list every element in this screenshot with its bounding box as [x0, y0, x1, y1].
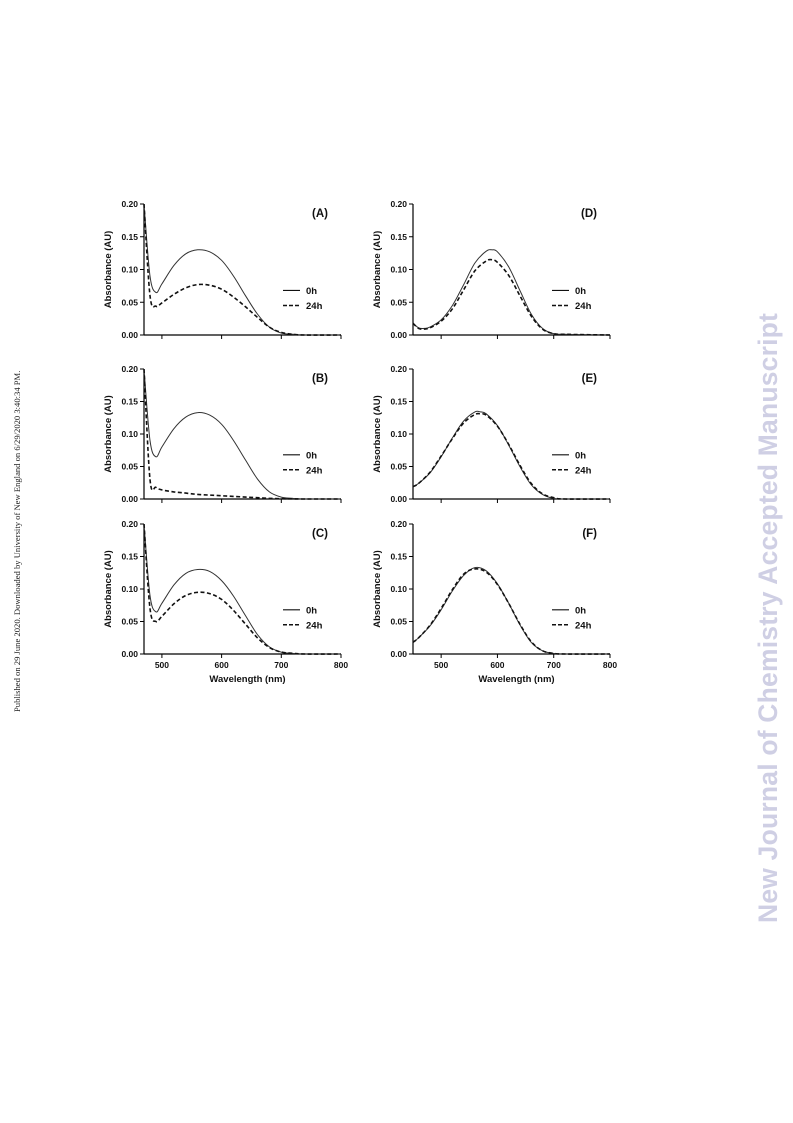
y-tick-label: 0.15 — [121, 232, 138, 242]
y-tick-label: 0.00 — [121, 494, 138, 504]
panel-label: (D) — [581, 208, 597, 220]
x-axis-label: Wavelength (nm) — [209, 674, 285, 685]
x-tick-label: 500 — [434, 660, 448, 670]
x-tick-label: 700 — [547, 660, 561, 670]
chart-panel-c: 0.00 0.05 0.10 0.15 0.20 500 600 700 800 Absorban… — [103, 519, 348, 685]
side-note-text: Published on 29 June 2020. Downloaded by… — [12, 370, 22, 712]
panel-label: (F) — [582, 528, 597, 540]
y-tick-label: 0.20 — [121, 364, 138, 374]
panel-label: (C) — [312, 528, 328, 540]
series-line-0h — [143, 523, 342, 655]
legend-label: 0h — [306, 605, 317, 616]
series-line-24h — [143, 203, 342, 336]
journal-watermark: New Journal of Chemistry Accepted Manusc… — [748, 198, 788, 923]
legend-label: 24h — [575, 301, 592, 312]
y-tick-label: 0.05 — [121, 297, 138, 307]
x-tick-label: 600 — [215, 660, 229, 670]
y-tick-label: 0.10 — [390, 584, 407, 594]
series-line-0h — [143, 203, 342, 336]
figure-svg: 0.00 0.05 0.10 0.15 0.20 Absorbance (AU) (A) 0h… — [103, 199, 617, 685]
y-axis-label: Absorbance (AU) — [372, 231, 383, 309]
y-tick-label: 0.20 — [121, 199, 138, 209]
panel-label: (E) — [582, 373, 598, 385]
watermark-text: New Journal of Chemistry Accepted Manusc… — [753, 312, 783, 923]
y-tick-label: 0.10 — [390, 429, 407, 439]
y-tick-label: 0.20 — [121, 519, 138, 529]
y-tick-label: 0.20 — [390, 519, 407, 529]
series-line-24h — [143, 368, 341, 500]
chart-panel-f: 0.00 0.05 0.10 0.15 0.20 500 600 700 800 Absorban… — [372, 519, 617, 685]
y-tick-label: 0.05 — [390, 462, 407, 472]
y-axis-label: Absorbance (AU) — [103, 231, 114, 309]
y-tick-label: 0.15 — [121, 397, 138, 407]
y-tick-label: 0.10 — [390, 265, 407, 275]
y-tick-label: 0.10 — [121, 429, 138, 439]
y-tick-label: 0.00 — [390, 649, 407, 659]
y-tick-label: 0.10 — [121, 584, 138, 594]
figure: 0.00 0.05 0.10 0.15 0.20 Absorbance (AU) (A) 0h… — [100, 195, 620, 690]
series-line-24h — [143, 523, 342, 655]
x-axis-label: Wavelength (nm) — [478, 674, 554, 685]
legend-label: 0h — [575, 605, 586, 616]
y-axis-label: Absorbance (AU) — [372, 395, 383, 473]
panel-label: (B) — [312, 373, 328, 385]
panel-label: (A) — [312, 208, 328, 220]
y-tick-label: 0.15 — [390, 397, 407, 407]
legend-label: 24h — [306, 301, 323, 312]
y-axis-label: Absorbance (AU) — [103, 550, 114, 628]
y-tick-label: 0.05 — [121, 617, 138, 627]
y-tick-label: 0.15 — [390, 552, 407, 562]
y-tick-label: 0.10 — [121, 265, 138, 275]
y-tick-label: 0.00 — [121, 330, 138, 340]
y-axis-label: Absorbance (AU) — [103, 395, 114, 473]
chart-panel-d: 0.00 0.05 0.10 0.15 0.20 Absorbance (AU) (D) 0h… — [372, 199, 611, 340]
y-axis-label: Absorbance (AU) — [372, 550, 383, 628]
legend-label: 0h — [306, 286, 317, 297]
y-tick-label: 0.15 — [121, 552, 138, 562]
legend-label: 0h — [575, 286, 586, 297]
series-line-24h — [412, 568, 611, 655]
y-tick-label: 0.05 — [121, 462, 138, 472]
x-tick-label: 500 — [155, 660, 169, 670]
x-tick-label: 800 — [603, 660, 617, 670]
x-tick-label: 600 — [490, 660, 504, 670]
y-tick-label: 0.15 — [390, 232, 407, 242]
y-tick-label: 0.05 — [390, 617, 407, 627]
series-line-24h — [412, 412, 611, 500]
y-tick-label: 0.20 — [390, 364, 407, 374]
legend-label: 24h — [306, 465, 323, 476]
y-tick-label: 0.00 — [390, 330, 407, 340]
x-tick-label: 800 — [334, 660, 348, 670]
legend-label: 0h — [575, 450, 586, 461]
legend-label: 24h — [575, 620, 592, 631]
chart-panel-b: 0.00 0.05 0.10 0.15 0.20 Absorbance (AU) (B) 0h… — [103, 364, 342, 504]
chart-panel-a: 0.00 0.05 0.10 0.15 0.20 Absorbance (AU) (A) 0h… — [103, 199, 342, 340]
y-tick-label: 0.05 — [390, 297, 407, 307]
y-tick-label: 0.00 — [121, 649, 138, 659]
publication-side-note: Published on 29 June 2020. Downloaded by… — [12, 292, 24, 712]
y-tick-label: 0.20 — [390, 199, 407, 209]
x-tick-label: 700 — [274, 660, 288, 670]
legend-label: 0h — [306, 450, 317, 461]
series-line-0h — [143, 368, 342, 500]
y-tick-label: 0.00 — [390, 494, 407, 504]
series-line-24h — [412, 258, 611, 336]
legend-label: 24h — [575, 465, 592, 476]
legend-label: 24h — [306, 620, 323, 631]
chart-panel-e: 0.00 0.05 0.10 0.15 0.20 Absorbance (AU) (E) 0h… — [372, 364, 611, 504]
